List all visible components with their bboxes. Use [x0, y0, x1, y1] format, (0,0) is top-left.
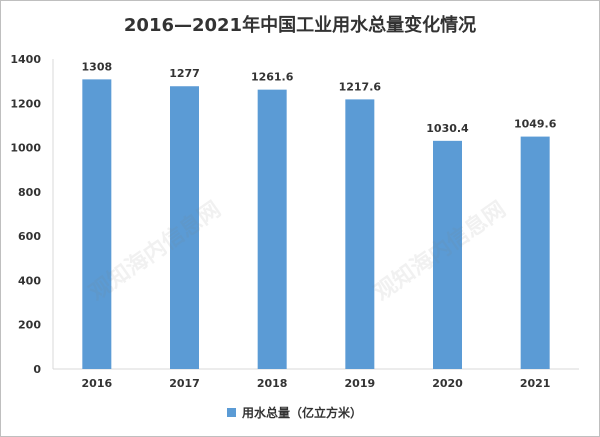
- x-axis-ticks: 2016 2017 2018 2019 2020 2021: [82, 377, 551, 390]
- bar-2016: [82, 79, 112, 369]
- y-tick-label: 200: [18, 319, 41, 332]
- y-tick-label: 1400: [10, 53, 41, 66]
- data-label-2021: 1049.6: [514, 118, 557, 131]
- data-label-2017: 1277: [169, 67, 200, 80]
- bar-2017: [170, 86, 199, 369]
- chart-title: 2016—2021年中国工业用水总量变化情况: [123, 15, 477, 36]
- x-tick-label-2019: 2019: [345, 377, 376, 390]
- legend: 用水总量（亿立方米）: [227, 404, 362, 420]
- data-label-2016: 1308: [82, 60, 113, 73]
- data-label-2019: 1217.6: [339, 80, 382, 93]
- y-tick-label: 1000: [10, 142, 41, 155]
- bars: [82, 79, 550, 369]
- legend-swatch: [227, 407, 236, 417]
- bar-2020: [433, 140, 462, 369]
- x-tick-label-2017: 2017: [169, 377, 200, 390]
- bar-2018: [257, 89, 287, 369]
- y-tick-label: 800: [18, 186, 41, 199]
- data-label-2020: 1030.4: [426, 122, 469, 135]
- y-tick-label: 1200: [10, 97, 41, 110]
- y-tick-label: 400: [18, 274, 41, 287]
- bar-2019: [345, 99, 375, 369]
- y-tick-label: 600: [18, 230, 41, 243]
- x-tick-label-2016: 2016: [82, 377, 113, 390]
- bar-2021: [520, 136, 550, 369]
- data-labels: 1308 1277 1261.6 1217.6 1030.4 1049.6: [82, 60, 557, 134]
- data-label-2018: 1261.6: [251, 71, 294, 84]
- y-axis-ticks: 0 200 400 600 800 1000 1200 1400: [10, 53, 41, 376]
- x-tick-label-2020: 2020: [432, 377, 463, 390]
- x-tick-label-2021: 2021: [520, 377, 551, 390]
- x-tick-label-2018: 2018: [257, 377, 288, 390]
- legend-label: 用水总量（亿立方米）: [242, 405, 363, 420]
- y-tick-label: 0: [33, 363, 41, 376]
